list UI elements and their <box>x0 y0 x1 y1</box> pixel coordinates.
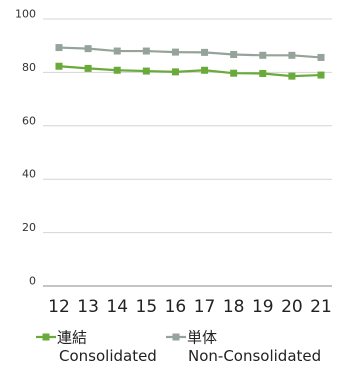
series-line <box>58 65 322 78</box>
data-point <box>230 51 238 59</box>
data-point <box>230 69 238 77</box>
data-point <box>317 71 325 79</box>
y-tick-label: 80 <box>22 61 36 74</box>
data-point <box>259 69 267 77</box>
data-point <box>317 53 325 61</box>
series <box>55 44 325 80</box>
x-tick-label: 18 <box>223 297 245 317</box>
data-point <box>84 45 92 53</box>
data-point <box>113 66 121 74</box>
legend-label: 単体 <box>187 329 217 347</box>
data-point <box>142 47 150 55</box>
data-point <box>55 44 63 52</box>
x-tick-label: 19 <box>252 297 274 317</box>
data-point <box>288 51 296 59</box>
data-point <box>142 67 150 75</box>
legend-sublabel: Non-Consolidated <box>188 347 321 365</box>
y-tick-label: 20 <box>22 221 36 234</box>
series-1 <box>55 44 325 61</box>
y-tick-label: 40 <box>22 168 36 181</box>
x-tick-label: 21 <box>310 297 332 317</box>
y-tick-label: 0 <box>29 275 36 288</box>
x-tick-label: 15 <box>136 297 158 317</box>
data-point <box>171 48 179 56</box>
data-point <box>259 51 267 59</box>
x-tick-label: 16 <box>165 297 187 317</box>
legend-swatch-marker <box>42 333 50 341</box>
x-tick-label: 12 <box>48 297 70 317</box>
data-point <box>113 47 121 55</box>
x-tick-label: 14 <box>106 297 128 317</box>
legend-sublabel: Consolidated <box>59 347 157 365</box>
x-tick-label: 13 <box>77 297 99 317</box>
legend-label: 連結 <box>57 329 87 347</box>
data-point <box>201 66 209 74</box>
series-line <box>58 46 322 59</box>
data-point <box>84 64 92 72</box>
x-tick-label: 17 <box>194 297 216 317</box>
legend-swatch-marker <box>172 333 180 341</box>
data-point <box>171 68 179 76</box>
data-point <box>55 62 63 70</box>
x-axis-ticks: 12 13 14 15 16 17 18 19 20 21 <box>48 297 332 317</box>
grid <box>43 18 332 287</box>
y-tick-label: 60 <box>22 114 36 127</box>
y-tick-label: 100 <box>15 8 36 21</box>
data-point <box>288 72 296 80</box>
x-tick-label: 20 <box>281 297 303 317</box>
y-axis-ticks: 0 20 40 60 80 100 <box>15 8 36 288</box>
data-point <box>201 48 209 56</box>
series-0 <box>55 62 325 80</box>
